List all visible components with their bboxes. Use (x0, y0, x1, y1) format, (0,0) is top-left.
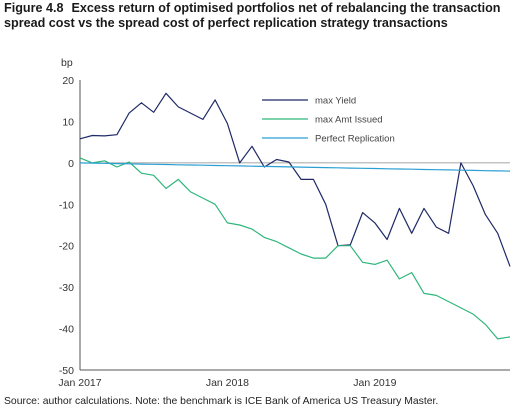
y-tick-label: -20 (59, 241, 74, 253)
figure-title-text: Excess return of optimised portfolios ne… (4, 1, 501, 30)
y-tick-label: -10 (59, 199, 74, 211)
source-note: Source: author calculations. Note: the b… (4, 396, 439, 407)
legend: max Yield max Amt Issued Perfect Replicati… (262, 96, 395, 145)
series-line-max-yield (79, 92, 511, 267)
x-tick-label: Jan 2017 (58, 377, 101, 389)
figure-title: Figure 4.8 Excess return of optimised por… (4, 1, 512, 31)
series-group (79, 92, 511, 340)
y-tick-label: 0 (68, 158, 74, 170)
x-tick-label: Jan 2018 (206, 377, 249, 389)
legend-label: max Amt Issued (315, 115, 383, 126)
series-line-perfect-replication (79, 162, 511, 172)
legend-label: max Yield (315, 96, 356, 107)
x-axis: Jan 2017 Jan 2018 Jan 2019 (58, 377, 396, 389)
y-axis: 20 10 0 -10 -20 -30 -40 -50 (59, 75, 74, 377)
y-tick-label: -30 (59, 282, 74, 294)
y-tick-label: 10 (62, 116, 74, 128)
y-tick-label: -40 (59, 324, 74, 336)
x-tick-label: Jan 2019 (353, 377, 396, 389)
figure-number: Figure 4.8 (4, 1, 64, 15)
y-tick-label: -50 (59, 365, 74, 377)
series-line-max-amt-issued (79, 157, 511, 340)
y-axis-unit-label: bp (61, 57, 73, 69)
y-tick-label: 20 (62, 75, 74, 87)
legend-label: Perfect Replication (315, 134, 395, 145)
